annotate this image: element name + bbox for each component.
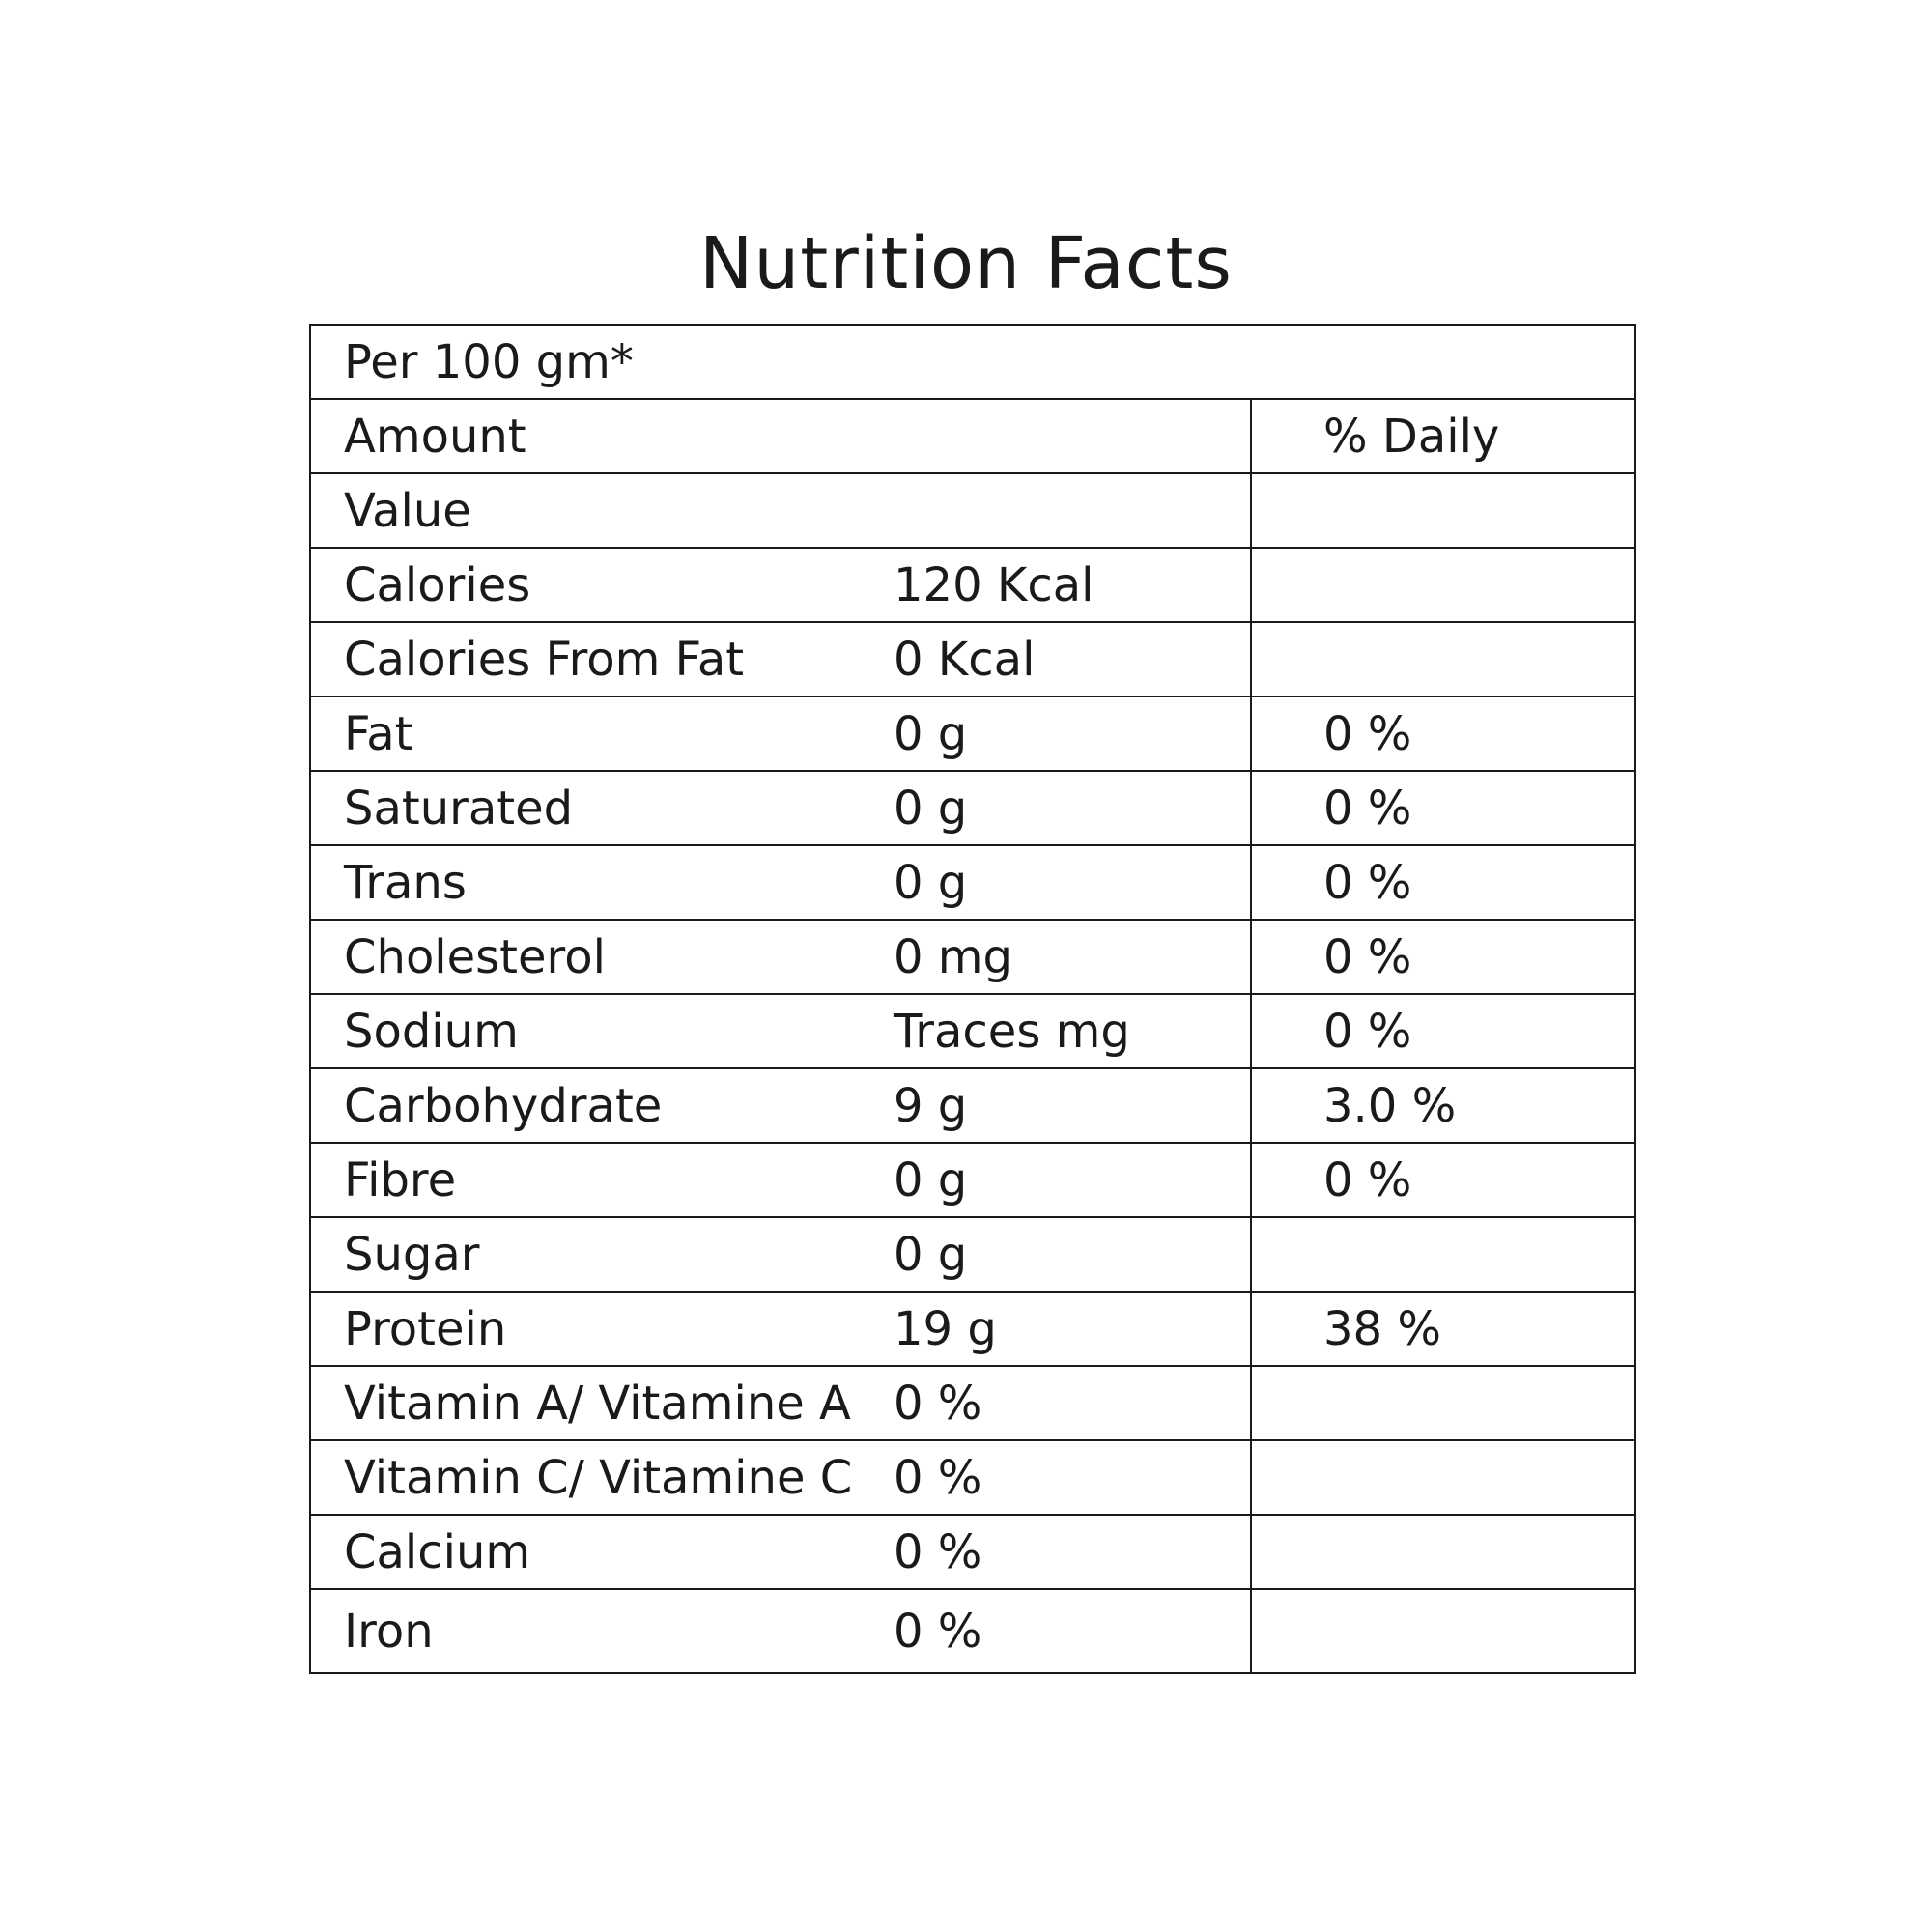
nutrient-daily-value: [1250, 1439, 1636, 1516]
nutrient-daily-value: 0 %: [1250, 770, 1636, 846]
nutrient-name: Vitamin C/ Vitamine C: [309, 1439, 867, 1516]
nutrient-amount: 19 g: [867, 1291, 1252, 1367]
nutrient-name: Iron: [309, 1588, 867, 1674]
nutrient-amount: 0 g: [867, 1216, 1252, 1293]
nutrient-daily-value: 0 %: [1250, 1142, 1636, 1218]
page-title: Nutrition Facts: [699, 222, 1233, 305]
nutrient-row: Protein 19 g 38 %: [309, 1291, 1636, 1367]
nutrient-name: Sodium: [309, 993, 867, 1069]
header-value: Value: [309, 472, 1252, 549]
nutrient-daily-value: [1250, 1216, 1636, 1293]
nutrient-daily-value: 0 %: [1250, 919, 1636, 995]
serving-row: Per 100 gm*: [309, 324, 1636, 400]
nutrient-amount: 0 %: [867, 1514, 1252, 1590]
nutrient-daily-value: [1250, 1514, 1636, 1590]
nutrient-amount: 0 %: [867, 1439, 1252, 1516]
header-row-amount: Amount % Daily: [309, 398, 1636, 474]
nutrient-row: Iron 0 %: [309, 1588, 1636, 1674]
nutrition-table-body: Per 100 gm* Amount % Daily Value Calorie…: [309, 324, 1636, 1674]
nutrient-daily-value: [1250, 1588, 1636, 1674]
nutrient-name: Fat: [309, 696, 867, 772]
nutrient-amount: 0 %: [867, 1588, 1252, 1674]
nutrient-amount: 0 g: [867, 696, 1252, 772]
nutrient-amount: 0 g: [867, 1142, 1252, 1218]
nutrient-row: Calories 120 Kcal: [309, 547, 1636, 623]
nutrient-daily-value: [1250, 621, 1636, 697]
nutrient-name: Carbohydrate: [309, 1067, 867, 1144]
nutrient-name: Trans: [309, 844, 867, 921]
nutrient-name: Calcium: [309, 1514, 867, 1590]
nutrient-name: Protein: [309, 1291, 867, 1367]
nutrient-name: Cholesterol: [309, 919, 867, 995]
nutrient-row: Calcium 0 %: [309, 1514, 1636, 1590]
nutrient-amount: 9 g: [867, 1067, 1252, 1144]
nutrient-amount: 0 %: [867, 1365, 1252, 1441]
nutrient-daily-value: 0 %: [1250, 696, 1636, 772]
nutrient-daily-value: [1250, 547, 1636, 623]
nutrient-amount: Traces mg: [867, 993, 1252, 1069]
nutrient-daily-value: 3.0 %: [1250, 1067, 1636, 1144]
nutrient-row: Carbohydrate 9 g 3.0 %: [309, 1067, 1636, 1144]
header-value-daily-cell: [1250, 472, 1636, 549]
nutrient-name: Fibre: [309, 1142, 867, 1218]
nutrient-row: Sodium Traces mg 0 %: [309, 993, 1636, 1069]
nutrient-daily-value: 38 %: [1250, 1291, 1636, 1367]
nutrient-amount: 0 g: [867, 770, 1252, 846]
nutrient-name: Sugar: [309, 1216, 867, 1293]
header-row-value: Value: [309, 472, 1636, 549]
nutrient-daily-value: 0 %: [1250, 993, 1636, 1069]
nutrient-name: Saturated: [309, 770, 867, 846]
nutrient-row: Cholesterol 0 mg 0 %: [309, 919, 1636, 995]
nutrient-amount: 0 mg: [867, 919, 1252, 995]
nutrient-daily-value: 0 %: [1250, 844, 1636, 921]
nutrient-amount: 0 g: [867, 844, 1252, 921]
serving-size: Per 100 gm*: [309, 324, 1636, 400]
header-amount: Amount: [309, 398, 1252, 474]
nutrient-daily-value: [1250, 1365, 1636, 1441]
nutrient-row: Calories From Fat 0 Kcal: [309, 621, 1636, 697]
header-daily: % Daily: [1250, 398, 1636, 474]
nutrient-row: Sugar 0 g: [309, 1216, 1636, 1293]
nutrient-name: Vitamin A/ Vitamine A: [309, 1365, 867, 1441]
nutrient-amount: 0 Kcal: [867, 621, 1252, 697]
nutrient-amount: 120 Kcal: [867, 547, 1252, 623]
nutrient-name: Calories From Fat: [309, 621, 867, 697]
nutrition-table: Per 100 gm* Amount % Daily Value Calorie…: [309, 324, 1636, 1674]
nutrient-name: Calories: [309, 547, 867, 623]
